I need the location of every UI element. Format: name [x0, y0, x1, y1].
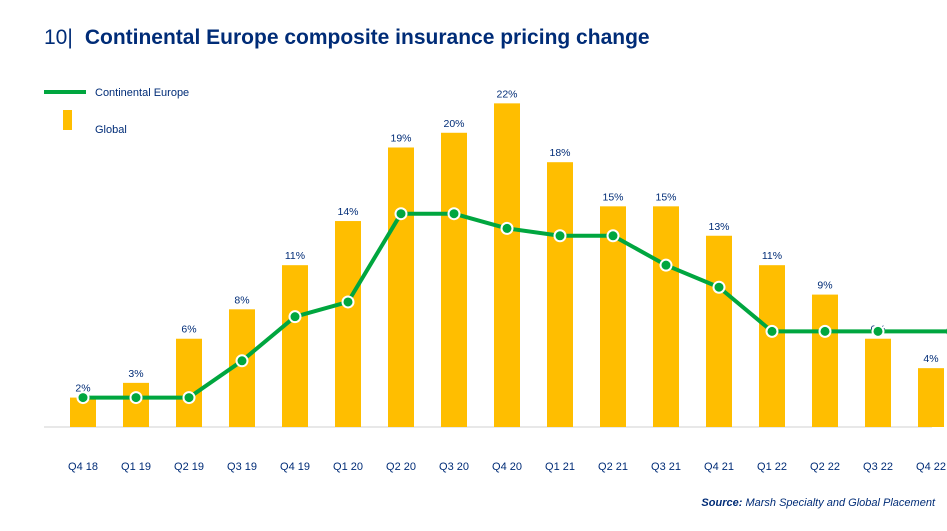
x-tick-labels: Q4 18 Q1 19 Q2 19 Q3 19 Q4 19 Q1 20 Q2 20 Q3 20…	[68, 461, 946, 473]
bar-label: 13%	[708, 221, 729, 233]
line-point-continental-europe	[818, 324, 832, 338]
x-tick-label: Q4 19	[280, 461, 310, 473]
x-tick-label: Q4 21	[704, 461, 734, 473]
bar-global-q4-19	[282, 265, 308, 427]
x-tick-label: Q4 22	[916, 461, 946, 473]
bar-label: 11%	[285, 250, 305, 262]
bar-label: 20%	[443, 118, 464, 130]
bar-global-q1-20	[335, 221, 361, 427]
x-tick-label: Q4 20	[492, 461, 522, 473]
x-tick-label: Q1 19	[121, 461, 151, 473]
line-point-continental-europe	[871, 324, 885, 338]
bar-global-q2-22	[812, 294, 838, 427]
line-point-continental-europe	[606, 229, 620, 243]
line-point-continental-europe	[235, 354, 249, 368]
x-tick-label: Q2 20	[386, 461, 416, 473]
bar-global-q3-20	[441, 132, 467, 427]
x-tick-label: Q2 19	[174, 461, 204, 473]
source-note: Source: Marsh Specialty and Global Place…	[701, 497, 935, 509]
bar-global-q2-21	[600, 206, 626, 427]
bar-label: 15%	[602, 191, 623, 203]
legend: Continental Europe Global	[44, 87, 189, 136]
x-tick-label: Q3 21	[651, 461, 681, 473]
line-point-continental-europe	[394, 207, 408, 221]
bar-label: 11%	[762, 250, 782, 262]
line-point-continental-europe	[129, 391, 143, 405]
line-point-continental-europe	[447, 207, 461, 221]
x-tick-label: Q3 22	[863, 461, 893, 473]
line-point-continental-europe	[288, 310, 302, 324]
line-point-continental-europe	[765, 324, 779, 338]
legend-label-global: Global	[95, 124, 127, 136]
bar-global-q3-22	[865, 338, 891, 427]
chart-title: Continental Europe composite insurance p…	[84, 26, 650, 49]
line-point-continental-europe	[712, 280, 726, 294]
bar-global-q4-20	[494, 103, 520, 427]
x-tick-label: Q2 22	[810, 461, 840, 473]
legend-label-continental-europe: Continental Europe	[95, 87, 189, 99]
bar-label: 3%	[128, 368, 143, 380]
bar-global-q3-21	[653, 206, 679, 427]
source-text: Marsh Specialty and Global Placement	[745, 497, 935, 509]
bars-group	[70, 103, 944, 427]
x-tick-label: Q3 20	[439, 461, 469, 473]
line-point-continental-europe	[76, 391, 90, 405]
bar-global-q2-19	[176, 338, 202, 427]
line-point-continental-europe	[500, 221, 514, 235]
legend-bar-swatch	[63, 110, 72, 130]
bar-label: 2%	[75, 383, 90, 395]
source-prefix: Source:	[701, 497, 743, 509]
line-point-continental-europe	[182, 391, 196, 405]
bar-label: 8%	[234, 294, 249, 306]
bar-global-q4-21	[706, 235, 732, 427]
line-point-continental-europe	[553, 229, 567, 243]
bar-global-q4-22	[918, 368, 944, 427]
bar-label: 4%	[923, 353, 938, 365]
line-point-continental-europe	[341, 295, 355, 309]
line-point-continental-europe	[659, 258, 673, 272]
bar-global-q2-20	[388, 147, 414, 427]
bar-label: 6%	[181, 324, 196, 336]
bar-global-q1-22	[759, 265, 785, 427]
bar-global-q1-21	[547, 162, 573, 427]
bar-global-q1-19	[123, 382, 149, 427]
bar-label: 9%	[817, 280, 832, 292]
title-row: 10| Continental Europe composite insuran…	[44, 26, 650, 50]
page-number: 10|	[44, 26, 73, 49]
x-tick-label: Q1 22	[757, 461, 787, 473]
bar-label: 18%	[549, 147, 570, 159]
bar-label: 15%	[655, 191, 676, 203]
x-tick-label: Q2 21	[598, 461, 628, 473]
x-tick-label: Q1 20	[333, 461, 363, 473]
x-tick-label: Q3 19	[227, 461, 257, 473]
x-tick-label: Q1 21	[545, 461, 575, 473]
line-group: 6%	[76, 207, 947, 405]
bar-label: 19%	[390, 132, 411, 144]
x-tick-label: Q4 18	[68, 461, 98, 473]
bar-label: 22%	[496, 88, 517, 100]
bar-label: 14%	[337, 206, 358, 218]
